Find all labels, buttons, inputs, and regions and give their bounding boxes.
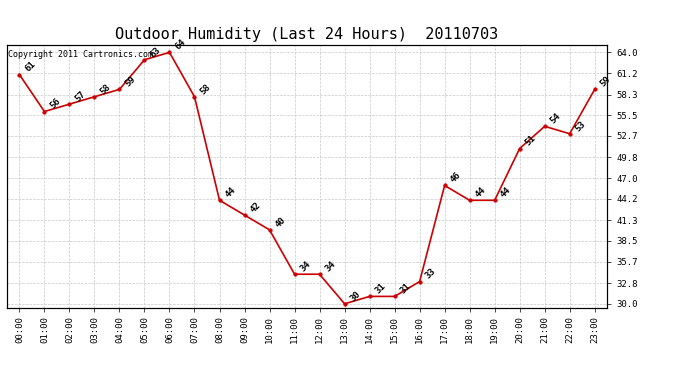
Title: Outdoor Humidity (Last 24 Hours)  20110703: Outdoor Humidity (Last 24 Hours) 2011070…: [115, 27, 499, 42]
Text: 44: 44: [224, 186, 237, 200]
Text: 53: 53: [574, 119, 588, 133]
Text: Copyright 2011 Cartronics.com: Copyright 2011 Cartronics.com: [8, 50, 153, 59]
Text: 54: 54: [549, 112, 563, 126]
Text: 30: 30: [348, 289, 363, 303]
Text: 46: 46: [448, 171, 463, 185]
Text: 61: 61: [23, 60, 37, 74]
Text: 42: 42: [248, 200, 263, 214]
Text: 57: 57: [74, 89, 88, 104]
Text: 40: 40: [274, 215, 288, 229]
Text: 33: 33: [424, 267, 437, 281]
Text: 44: 44: [474, 186, 488, 200]
Text: 51: 51: [524, 134, 538, 148]
Text: 59: 59: [124, 75, 137, 88]
Text: 34: 34: [324, 260, 337, 273]
Text: 31: 31: [399, 282, 413, 296]
Text: 58: 58: [99, 82, 112, 96]
Text: 34: 34: [299, 260, 313, 273]
Text: 31: 31: [374, 282, 388, 296]
Text: 59: 59: [599, 75, 613, 88]
Text: 64: 64: [174, 38, 188, 52]
Text: 44: 44: [499, 186, 513, 200]
Text: 58: 58: [199, 82, 213, 96]
Text: 56: 56: [48, 97, 63, 111]
Text: 63: 63: [148, 45, 163, 59]
